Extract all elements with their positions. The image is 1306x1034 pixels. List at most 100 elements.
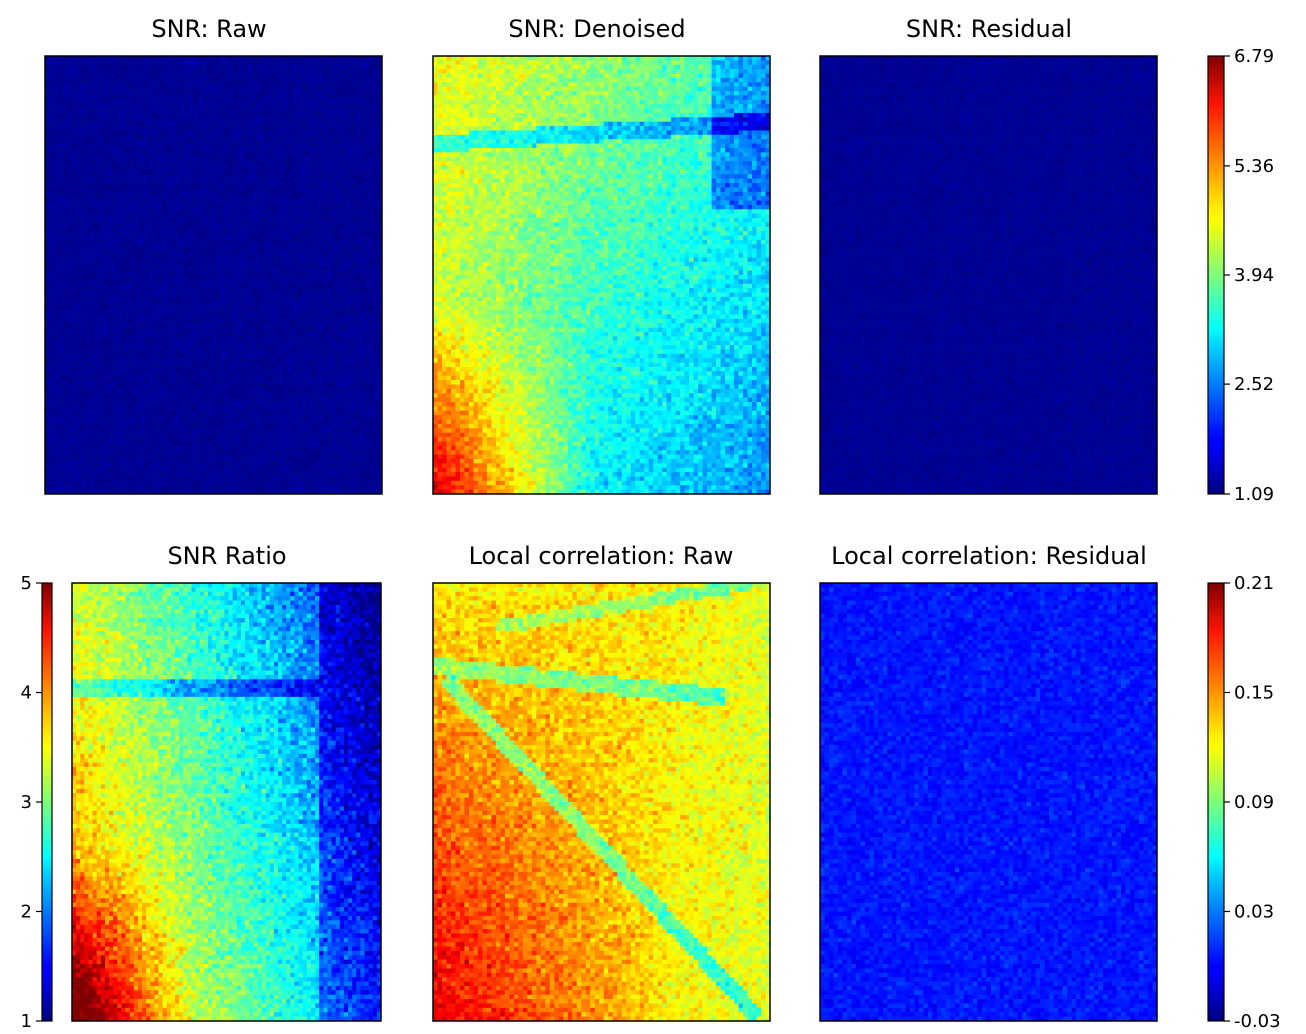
heatmap-cell [373, 91, 378, 96]
heatmap-cell [261, 95, 266, 100]
heatmap-cell [283, 87, 288, 92]
heatmap-cell [135, 60, 140, 65]
heatmap-cell [58, 74, 63, 79]
heatmap-cell [58, 60, 63, 65]
heatmap-cell [243, 91, 248, 96]
heatmap-cell [184, 78, 189, 83]
heatmap-cell [256, 100, 261, 105]
heatmap-cell [72, 78, 77, 83]
heatmap-cell [207, 74, 212, 79]
heatmap-cell [63, 60, 68, 65]
heatmap-cell [297, 78, 302, 83]
heatmap-cell [328, 100, 333, 105]
heatmap-cell [202, 82, 207, 87]
heatmap-cell [360, 65, 365, 70]
heatmap-cell [162, 69, 167, 74]
heatmap-cell [148, 65, 153, 70]
heatmap-cell [369, 74, 374, 79]
heatmap-cell [216, 74, 221, 79]
heatmap-cell [90, 82, 95, 87]
heatmap-cell [373, 87, 378, 92]
heatmap-cell [90, 60, 95, 65]
heatmap-cell [238, 87, 243, 92]
heatmap-cell [247, 69, 252, 74]
heatmap-cell [292, 100, 297, 105]
heatmap-cell [166, 78, 171, 83]
heatmap-cell [54, 87, 59, 92]
heatmap-cell [315, 65, 320, 70]
heatmap-cell [243, 69, 248, 74]
heatmap-cell [355, 100, 360, 105]
heatmap-cell [67, 100, 72, 105]
heatmap-cell [153, 74, 158, 79]
heatmap-cell [112, 82, 117, 87]
heatmap-cell [324, 65, 329, 70]
heatmap-cell [198, 78, 203, 83]
heatmap-cell [310, 69, 315, 74]
heatmap-cell [81, 100, 86, 105]
heatmap-cell [247, 91, 252, 96]
heatmap-cell [274, 100, 279, 105]
heatmap-cell [225, 74, 230, 79]
heatmap-cell [333, 78, 338, 83]
heatmap-cell [360, 60, 365, 65]
heatmap-cell [99, 78, 104, 83]
heatmap-cell [153, 65, 158, 70]
heatmap-cell [166, 91, 171, 96]
heatmap-cell [63, 95, 68, 100]
heatmap-cell [117, 60, 122, 65]
heatmap-cell [193, 69, 198, 74]
heatmap-cell [99, 100, 104, 105]
heatmap-cell [229, 65, 234, 70]
heatmap-cell [184, 60, 189, 65]
heatmap-cell [297, 91, 302, 96]
heatmap-cell [279, 74, 284, 79]
heatmap-cell [130, 87, 135, 92]
heatmap-cell [139, 60, 144, 65]
heatmap-cell [157, 100, 162, 105]
heatmap-cell [85, 91, 90, 96]
heatmap-cell [193, 60, 198, 65]
heatmap-cell [292, 65, 297, 70]
heatmap-cell [297, 69, 302, 74]
heatmap-cell [351, 74, 356, 79]
heatmap-cell [306, 60, 311, 65]
heatmap-cell [207, 69, 212, 74]
heatmap-cell [297, 87, 302, 92]
heatmap-cell [81, 95, 86, 100]
heatmap-cell [337, 69, 342, 74]
heatmap-cell [211, 91, 216, 96]
heatmap-cell [90, 100, 95, 105]
heatmap-cell [229, 95, 234, 100]
heatmap-cell [162, 87, 167, 92]
heatmap-cell [139, 87, 144, 92]
heatmap-cell [198, 91, 203, 96]
heatmap-cell [234, 82, 239, 87]
heatmap-cell [94, 74, 99, 79]
heatmap-cell [283, 65, 288, 70]
heatmap-cell [238, 60, 243, 65]
heatmap-cell [288, 82, 293, 87]
heatmap-cell [108, 95, 113, 100]
heatmap-cell [369, 69, 374, 74]
heatmap-cell [243, 60, 248, 65]
heatmap-cell [58, 100, 63, 105]
heatmap-cell [328, 60, 333, 65]
heatmap-cell [121, 74, 126, 79]
heatmap-cell [193, 91, 198, 96]
heatmap-cell [211, 82, 216, 87]
heatmap-cell [121, 78, 126, 83]
heatmap-cell [301, 87, 306, 92]
heatmap-cell [207, 65, 212, 70]
heatmap-cell [274, 95, 279, 100]
heatmap-cell [310, 95, 315, 100]
heatmap-cell [265, 87, 270, 92]
heatmap-cell [274, 82, 279, 87]
heatmap-cell [247, 74, 252, 79]
heatmap-cell [319, 78, 324, 83]
heatmap-cell [346, 82, 351, 87]
heatmap-cell [324, 60, 329, 65]
heatmap-cell [85, 87, 90, 92]
heatmap-cell [49, 60, 54, 65]
heatmap-cell [315, 78, 320, 83]
